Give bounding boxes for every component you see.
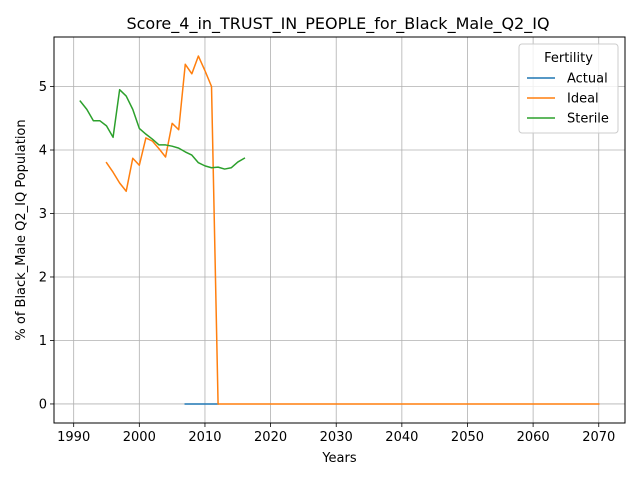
legend-entries: Actual Ideal Sterile [527,72,609,127]
x-tick-label: 2010 [188,430,221,445]
x-axis-label: Years [321,451,357,466]
y-tick-label: 0 [39,397,47,412]
x-tick-label: 2020 [254,430,287,445]
x-tick-label: 2060 [517,430,550,445]
x-tick-label: 2070 [582,430,615,445]
plot-area-frame [53,36,626,424]
legend-label-actual: Actual [567,72,608,87]
y-tick-label: 3 [39,207,47,222]
y-axis-label: % of Black_Male Q2_IQ Population [14,119,29,340]
series-line-ideal [105,55,600,405]
x-tick-label: 2030 [320,430,353,445]
series-lines [79,55,600,405]
y-axis-ticks: 0 1 2 3 4 5 [39,80,54,412]
x-tick-label: 2050 [451,430,484,445]
legend-box [518,43,619,134]
series-line-sterile [79,88,246,170]
legend-title: Fertility [544,51,593,66]
x-axis-ticks: 1990 2000 2010 2020 2030 2040 2050 2060 2070 [57,423,615,445]
chart-title: Score_4_in_TRUST_IN_PEOPLE_for_Black_Mal… [126,14,549,34]
x-tick-label: 2000 [123,430,156,445]
y-tick-label: 5 [39,80,47,95]
x-tick-label: 2040 [385,430,418,445]
x-tick-label: 1990 [57,430,90,445]
y-tick-label: 4 [39,144,47,159]
y-tick-label: 1 [39,334,47,349]
legend: Fertility Actual Ideal Sterile [518,43,619,134]
y-tick-label: 2 [39,270,47,285]
legend-label-ideal: Ideal [567,92,599,107]
legend-label-sterile: Sterile [567,112,609,127]
